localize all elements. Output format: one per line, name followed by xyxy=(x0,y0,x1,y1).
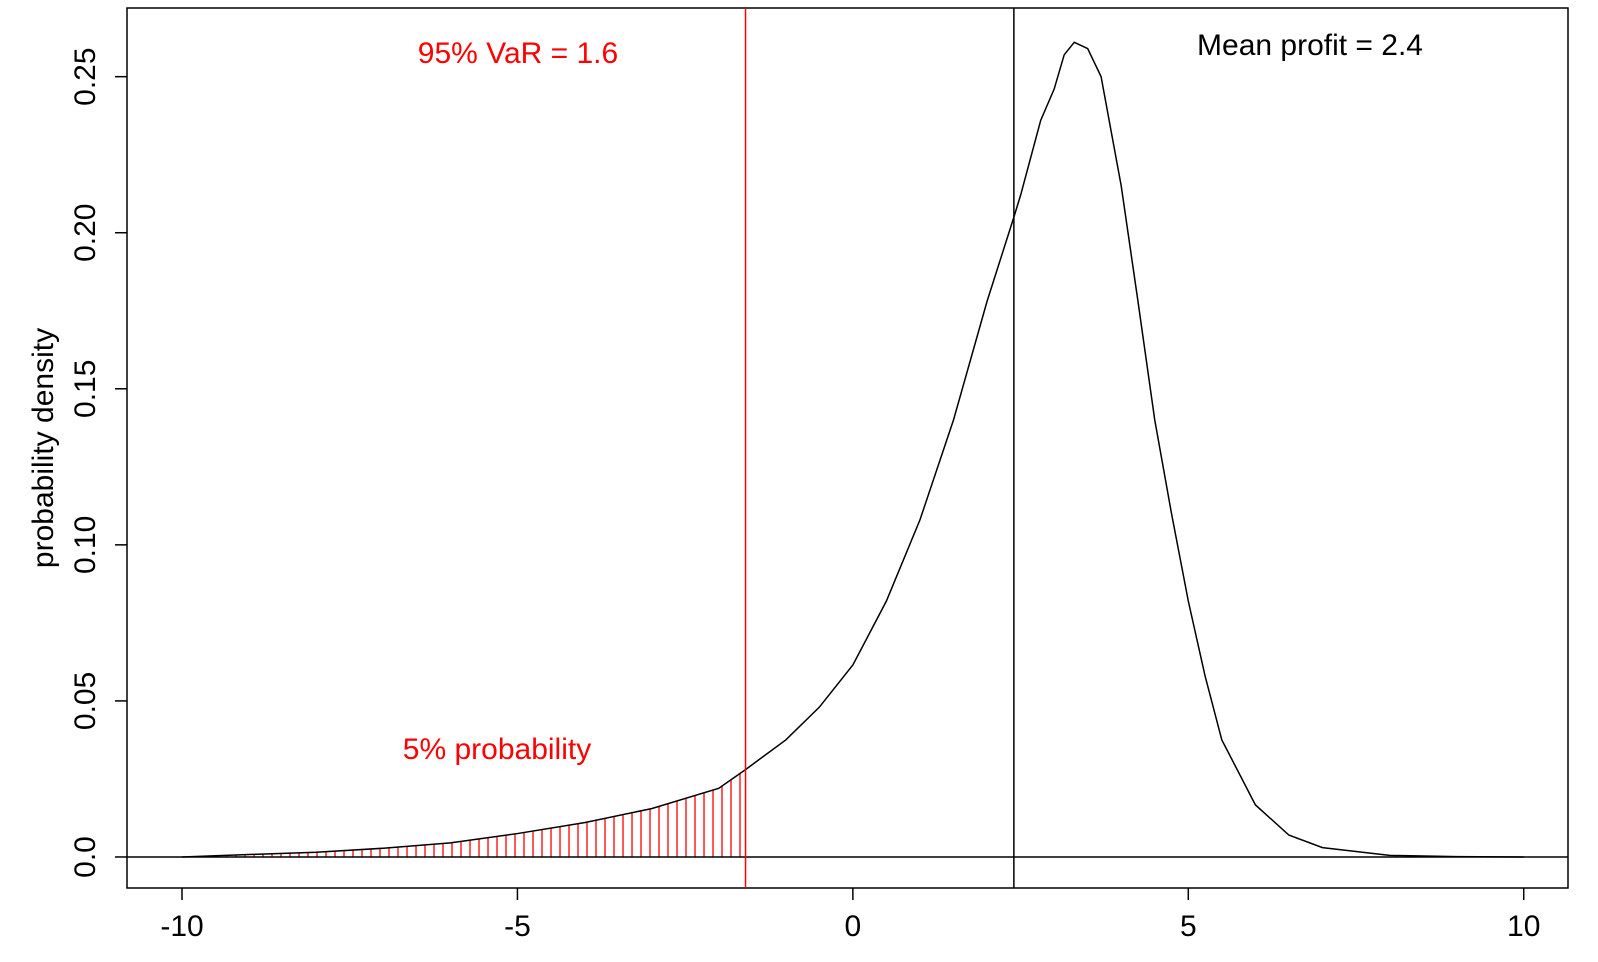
y-axis-label: probability density xyxy=(27,328,60,568)
annotation: 95% VaR = 1.6 xyxy=(418,37,618,70)
density-line xyxy=(181,41,1524,858)
x-tick-label: -10 xyxy=(160,910,203,943)
x-tick-label: 5 xyxy=(1180,910,1197,943)
plot-frame xyxy=(126,7,1569,889)
annotation: 5% probability xyxy=(403,733,591,766)
y-tick-label: 0.0 xyxy=(69,836,102,878)
y-tick-label: 0.25 xyxy=(69,47,102,105)
y-tick-label: 0.05 xyxy=(69,672,102,730)
x-tick-label: -5 xyxy=(504,910,531,943)
y-tick-label: 0.15 xyxy=(69,360,102,418)
x-tick-label: 0 xyxy=(845,910,862,943)
annotation: Mean profit = 2.4 xyxy=(1197,29,1423,62)
y-tick-label: 0.10 xyxy=(69,516,102,574)
x-tick-label: 10 xyxy=(1507,910,1540,943)
y-tick-label: 0.20 xyxy=(69,204,102,262)
